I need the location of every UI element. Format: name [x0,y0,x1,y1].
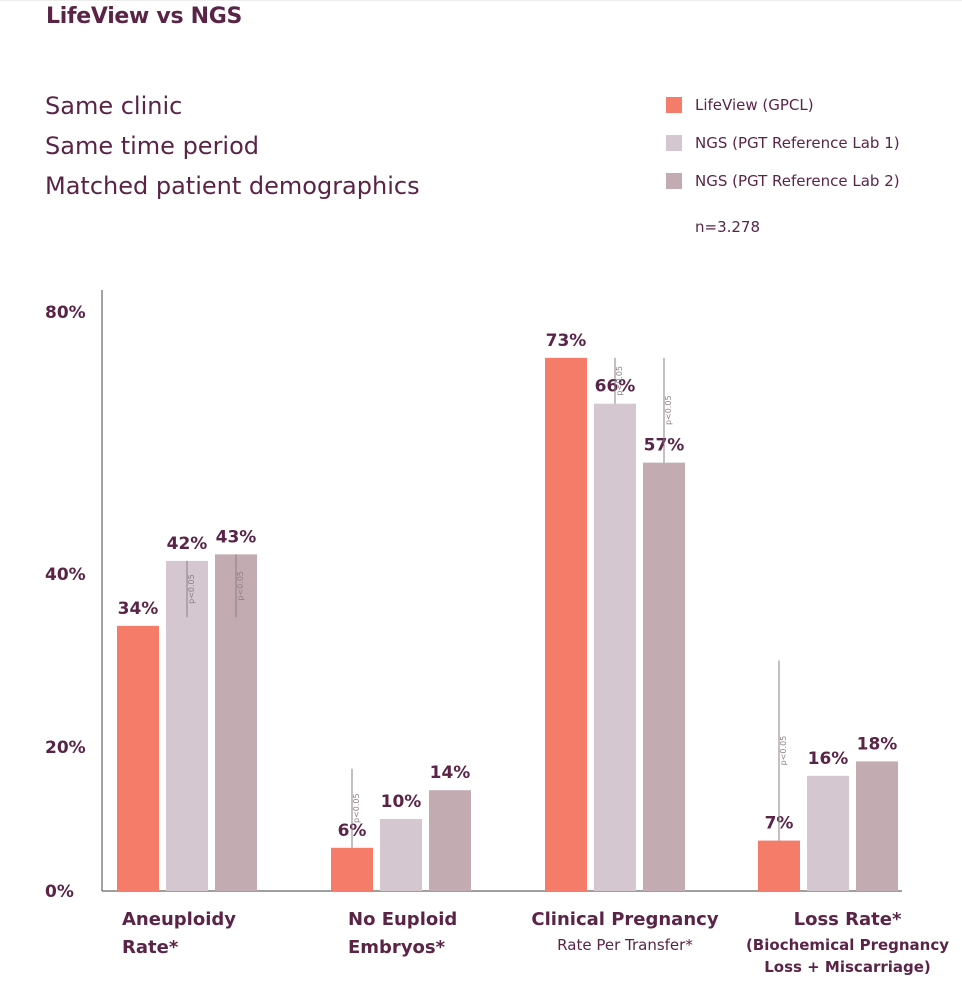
legend-label-ngs-lab2: NGS (PGT Reference Lab 2) [695,172,900,190]
legend-swatch-ngs-lab1 [666,135,682,151]
category-label-line: Clinical Pregnancy [531,909,719,930]
legend-label-ngs-lab1: NGS (PGT Reference Lab 1) [695,134,900,152]
y-tick-label: 80% [45,303,86,323]
subtitle-line-demographics: Matched patient demographics [45,172,420,200]
category-label-clinical-pregnancy: Clinical Pregnancy Rate Per Transfer* [510,906,740,956]
bar-ngs-lab1 [594,403,636,891]
category-label-loss-rate: Loss Rate* (Biochemical Pregnancy Loss + M… [735,906,960,978]
legend-label-lifeview: LifeView (GPCL) [695,96,814,114]
y-tick-label: 0% [45,882,74,902]
sample-size-note: n=3.278 [695,218,761,236]
bar-lifeview [117,625,159,891]
significance-annotation: p<0.05 [187,574,196,604]
category-label-line: Loss Rate* [793,909,902,930]
category-label-line: Rate Per Transfer* [557,936,693,954]
y-tick-label: 20% [45,738,86,758]
bar-ngs-lab2 [856,761,898,891]
data-label-lifeview: 73% [546,331,587,351]
subtitle-list: Same clinic Same time period Matched pat… [45,86,420,206]
legend-swatch-ngs-lab2 [666,173,682,189]
category-label-line: (Biochemical Pregnancy [745,936,950,954]
data-label-lifeview: 34% [118,599,159,619]
bar-ngs-lab1 [807,775,849,891]
bar-lifeview [758,840,800,891]
category-label-line: Embryos* [348,937,446,958]
data-label-ngs-lab1: 16% [808,749,849,769]
significance-annotation: p<0.05 [236,571,245,601]
data-label-ngs-lab1: 10% [381,792,422,812]
data-label-ngs-lab2: 14% [430,763,471,783]
category-label-line: Rate* [122,937,179,958]
top-divider [0,0,962,1]
category-label-line: No Euploid [348,909,458,930]
bar-lifeview [545,357,587,892]
significance-annotation: p<0.05 [664,395,673,425]
category-label-aneuploidy-rate: Aneuploidy Rate* [100,906,282,962]
legend-swatch-lifeview [666,97,682,113]
subtitle-line-clinic: Same clinic [45,92,183,120]
bar-lifeview [331,847,373,891]
bar-ngs-lab2 [429,790,471,891]
data-label-ngs-lab1: 42% [167,534,208,554]
significance-annotation: p<0.05 [779,736,788,766]
significance-annotation: p<0.05 [615,366,624,396]
y-tick-label: 40% [45,565,86,585]
category-label-line: Aneuploidy [122,909,236,930]
bar-ngs-lab2 [643,462,685,891]
page-title: LifeView vs NGS [46,4,243,29]
data-label-ngs-lab2: 43% [216,527,257,547]
category-label-no-euploid-embryos: No Euploid Embryos* [320,906,508,962]
significance-annotation: p<0.05 [352,793,361,823]
subtitle-line-time-period: Same time period [45,132,260,160]
bar-ngs-lab1 [380,819,422,891]
data-label-ngs-lab2: 18% [857,734,898,754]
category-label-line: Loss + Miscarriage) [764,958,931,976]
